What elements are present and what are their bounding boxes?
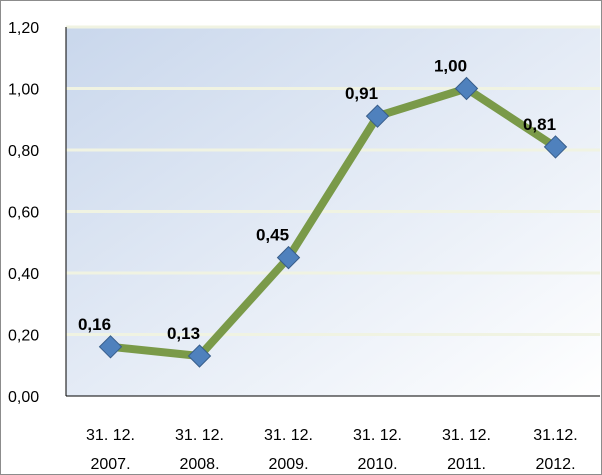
data-label: 0,91 bbox=[345, 84, 378, 103]
data-label: 0,16 bbox=[78, 315, 111, 334]
data-label: 1,00 bbox=[434, 57, 467, 76]
data-point-marker bbox=[276, 245, 301, 270]
data-label: 0,13 bbox=[167, 324, 200, 343]
axes bbox=[65, 27, 600, 397]
data-point-marker bbox=[454, 76, 479, 101]
data-point-marker bbox=[187, 344, 212, 368]
y-tick-label: 0,40 bbox=[8, 266, 39, 283]
x-tick-labels: 31. 12. 2007. 31. 12. 2008. 31. 12. 2009. 31. … bbox=[86, 427, 578, 473]
x-tick-label: 31. 12. 2007. bbox=[86, 427, 135, 473]
data-labels: 0,16 0,13 0,45 0,91 1,00 0,81 bbox=[78, 57, 556, 344]
x-tick-label: 31. 12. 2010. bbox=[353, 427, 402, 473]
x-tick-label: 31. 12. 2011. bbox=[442, 427, 491, 473]
y-tick-label: 0,00 bbox=[8, 389, 39, 406]
x-tick-label: 31.12. 2012. bbox=[533, 427, 577, 473]
data-point-marker bbox=[98, 335, 123, 359]
data-point-marker bbox=[543, 135, 568, 159]
data-label: 0,45 bbox=[256, 226, 289, 245]
y-tick-label: 1,00 bbox=[8, 82, 39, 99]
data-point-marker bbox=[365, 104, 390, 128]
x-tick-label: 31. 12. 2008. bbox=[175, 427, 224, 473]
y-tick-label: 0,20 bbox=[8, 328, 39, 345]
data-label: 0,81 bbox=[523, 115, 556, 134]
y-tick-label: 0,80 bbox=[8, 143, 39, 160]
y-tick-label: 0,60 bbox=[8, 205, 39, 222]
y-tick-label: 1,20 bbox=[8, 20, 39, 37]
series bbox=[106, 84, 560, 361]
y-tick-labels: 0,00 0,20 0,40 0,60 0,80 1,00 1,20 bbox=[8, 20, 39, 406]
x-tick-label: 31. 12. 2009. bbox=[264, 427, 313, 473]
series-line bbox=[106, 84, 560, 361]
grid-lines bbox=[66, 25, 600, 336]
markers bbox=[98, 76, 568, 368]
